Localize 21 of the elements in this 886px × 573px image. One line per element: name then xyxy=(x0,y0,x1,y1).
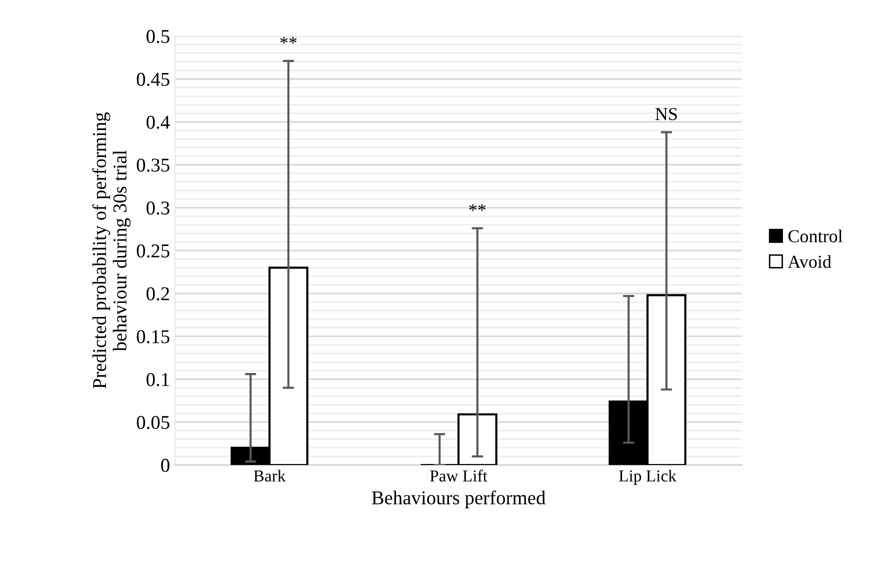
y-tick-label: 0.3 xyxy=(146,201,170,215)
y-tick-label: 0.45 xyxy=(136,72,170,86)
y-tick-label: 0 xyxy=(161,458,170,472)
y-tick-label: 0.05 xyxy=(136,416,170,430)
y-tick-label: 0.35 xyxy=(136,158,170,172)
legend-label: Control xyxy=(788,230,842,242)
x-tick-label: Paw Lift xyxy=(430,470,488,482)
annotation: ** xyxy=(280,36,297,44)
x-tick-label: Bark xyxy=(254,470,286,482)
x-axis-title: Behaviours performed xyxy=(372,490,546,508)
y-tick-label: 0.1 xyxy=(146,373,169,386)
y-axis-title: Predicted probability of performing behaviour during 30s trial xyxy=(92,112,131,388)
y-tick-label: 0.4 xyxy=(146,116,170,129)
x-tick-label: Lip Lick xyxy=(619,470,676,485)
legend-label: Avoid xyxy=(788,255,832,268)
annotation: NS xyxy=(655,108,677,120)
y-tick-label: 0.15 xyxy=(136,330,170,344)
y-tick-label: 0.5 xyxy=(146,30,170,44)
y-tick-label: 0.2 xyxy=(146,287,170,300)
annotation: ** xyxy=(469,204,486,211)
y-tick-label: 0.25 xyxy=(136,244,170,258)
